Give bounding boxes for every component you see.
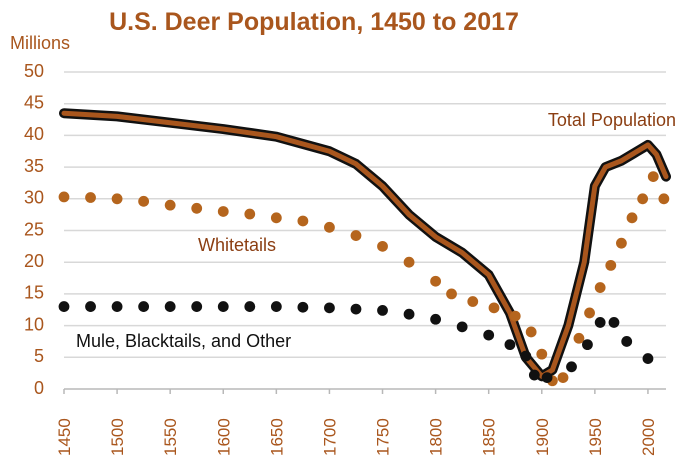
y-tick-label: 10 [24,314,44,334]
mule-point [566,361,577,373]
whitetails-point [637,193,649,205]
total-population-label: Total Population [548,110,676,130]
whitetails-point [297,215,309,227]
y-tick-label: 0 [34,378,44,398]
mule-point [403,308,415,320]
mule-point [377,304,388,316]
mule-point [483,329,495,341]
whitetails-point [616,237,627,249]
whitetails-point [350,230,362,241]
whitetails-point [430,275,442,287]
mule-point [430,313,442,325]
whitetails-point [244,208,256,220]
whitetails-point [594,282,606,293]
mule-point [58,301,70,312]
total-population-line [61,110,669,379]
mule-point [111,301,123,312]
mule-point [621,336,633,347]
whitetails-point [525,326,537,338]
whitetails-point [658,193,670,205]
whitetails-point [573,332,585,344]
whitetails-point [191,202,203,214]
whitetails-point [626,212,638,224]
mule-point [270,301,282,312]
mule-point [642,353,654,364]
x-tick-label: 1600 [214,418,233,456]
whitetails-point [446,288,457,300]
chart-title: U.S. Deer Population, 1450 to 2017 [109,8,519,36]
mule-point [138,301,150,312]
mule-point [164,301,176,312]
x-tick-label: 1850 [480,418,499,456]
whitetails-point [509,310,521,322]
whitetails-point [377,240,388,252]
x-tick-label: 1450 [55,418,74,456]
mule-point [456,321,468,333]
whitetails-point [403,256,415,268]
mule-point [520,350,532,362]
whitetails-point [536,348,548,360]
mule-point [504,339,516,351]
whitetails-point [324,221,335,233]
mule-blacktails-label: Mule, Blacktails, and Other [76,331,291,351]
mule-point [217,301,229,312]
x-tick-label: 1650 [267,418,286,456]
x-tick-label: 1950 [586,418,605,456]
chart-ticks: 0 5 10 15 20 25 30 35 40 45 50 1450 1500 1550 1600 1650… [24,61,658,456]
mule-point [191,301,203,312]
whitetails-point [488,302,500,314]
whitetails-point [467,296,479,307]
mule-point [350,303,362,315]
mule-point [582,339,593,351]
chart-grid [64,71,666,359]
whitetails-point [217,206,229,217]
x-tick-label: 1750 [374,418,393,456]
y-tick-label: 20 [24,251,44,271]
whitetails-point [138,195,150,207]
y-tick-label: 45 [24,92,44,112]
whitetails-point [270,212,282,224]
x-tick-label: 1500 [108,418,127,456]
y-tick-label: 50 [24,61,44,81]
x-tick-label: 1550 [161,418,180,456]
mule-point [541,372,553,383]
y-tick-label: 5 [34,346,44,366]
chart-axes [63,388,666,394]
mule-point [594,317,606,328]
mule-point [608,317,620,328]
whitetails-point [164,199,176,211]
whitetails-point [647,171,659,183]
chart-series [58,108,671,387]
x-tick-label: 1800 [427,418,446,456]
y-tick-label: 30 [24,188,44,208]
whitetails-point [605,259,617,271]
whitetails-label: Whitetails [198,235,276,255]
mule-point [297,301,309,313]
x-tick-label: 1700 [320,418,339,456]
mule-point [324,302,335,314]
whitetails-point [584,307,595,319]
whitetails-point [58,191,70,203]
x-tick-label: 2000 [639,418,658,456]
y-axis-label: Millions [10,33,70,53]
y-tick-label: 15 [24,283,44,303]
x-tick-label: 1900 [533,418,552,456]
whitetails-point [85,192,96,203]
whitetails-point [557,372,569,383]
mule-point [528,369,540,381]
y-tick-label: 35 [24,156,44,176]
mule-point [85,301,96,312]
whitetails-point [111,193,123,205]
y-tick-label: 40 [24,124,44,144]
mule-point [244,301,256,312]
y-tick-label: 25 [24,219,44,239]
